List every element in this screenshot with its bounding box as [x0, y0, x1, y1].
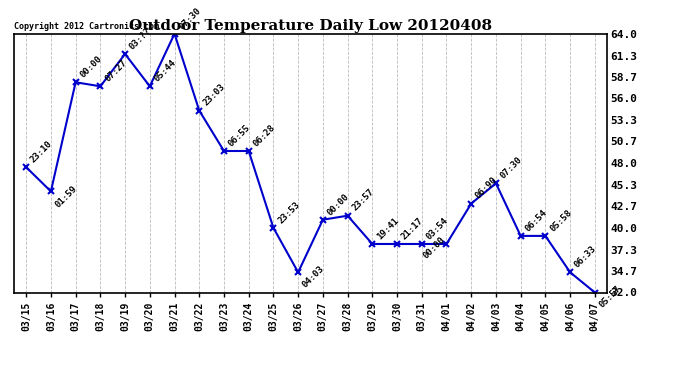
- Text: 06:90: 06:90: [474, 176, 500, 201]
- Text: 05:44: 05:44: [152, 58, 178, 84]
- Text: 07:30: 07:30: [499, 155, 524, 180]
- Text: 21:17: 21:17: [400, 216, 425, 241]
- Text: 06:54: 06:54: [524, 208, 549, 233]
- Text: 06:28: 06:28: [251, 123, 277, 148]
- Text: 07:30: 07:30: [177, 6, 203, 31]
- Text: 05:57: 05:57: [598, 284, 623, 309]
- Text: 05:58: 05:58: [548, 208, 573, 233]
- Text: 00:00: 00:00: [79, 54, 103, 80]
- Text: 00:00: 00:00: [422, 235, 447, 261]
- Text: 03:??: 03:??: [128, 26, 153, 51]
- Text: 23:57: 23:57: [351, 188, 376, 213]
- Text: 06:33: 06:33: [573, 244, 598, 270]
- Text: 23:53: 23:53: [276, 200, 302, 225]
- Text: 19:41: 19:41: [375, 216, 400, 241]
- Text: 04:03: 04:03: [301, 264, 326, 289]
- Text: 00:00: 00:00: [326, 192, 351, 217]
- Text: 01:59: 01:59: [54, 184, 79, 210]
- Text: Copyright 2012 Cartronics.com: Copyright 2012 Cartronics.com: [14, 22, 159, 31]
- Title: Outdoor Temperature Daily Low 20120408: Outdoor Temperature Daily Low 20120408: [129, 19, 492, 33]
- Text: 07:27: 07:27: [103, 58, 128, 84]
- Text: 23:10: 23:10: [29, 139, 55, 164]
- Text: 06:55: 06:55: [227, 123, 252, 148]
- Text: 03:54: 03:54: [424, 216, 450, 241]
- Text: 23:03: 23:03: [202, 82, 228, 108]
